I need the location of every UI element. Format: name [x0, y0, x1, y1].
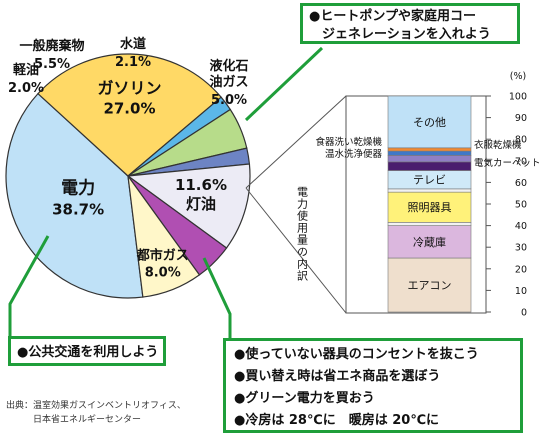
bar-segment-carpet	[387, 161, 472, 171]
bar-side-label-dryer: 衣服乾燥機	[474, 139, 522, 151]
tip-heatpump-line-1: ●ヒートポンプや家庭用コー	[309, 9, 476, 24]
tip-transit-text: ●公共交通を利用しよう	[17, 345, 159, 360]
bar-segment-toilet	[387, 155, 472, 163]
pie-label-gasoline: ガソリン	[97, 78, 161, 97]
y-tick-label: 0	[521, 308, 527, 319]
bracket-line-top	[245, 95, 347, 189]
tip-transit-box: ●公共交通を利用しよう	[8, 336, 166, 366]
pie-label-diesel: 軽油	[13, 62, 39, 78]
tip-power-line-3: ●グリーン電力を買おう	[234, 391, 375, 406]
bracket-line-bottom	[245, 187, 347, 314]
pie-label-waste: 一般廃棄物	[19, 38, 84, 54]
pie-value-electricity: 38.7%	[52, 201, 104, 219]
pie-label-city-gas: 都市ガス	[136, 248, 189, 264]
tip-power-box: ●使っていない器具のコンセントを抜こう ●買い替え時は省エネ商品を選ぼう ●グリ…	[223, 338, 523, 433]
pie-value-water: 2.1%	[115, 55, 151, 70]
pie-slice-city-gas	[127, 175, 201, 298]
bar-label-tv: テレビ	[413, 174, 446, 187]
pie-value-kerosene: 11.6%	[175, 176, 227, 194]
connector-electricity	[202, 257, 232, 340]
y-tick-label: 100	[509, 92, 527, 103]
pie-label-lpg-1: 油ガス	[209, 74, 248, 90]
bar-segment-gap-1	[387, 222, 472, 226]
y-unit-label: (%)	[510, 71, 526, 82]
bar-label-other: その他	[413, 116, 446, 129]
bar-segment-other	[387, 95, 472, 149]
y-axis-label: 電力使用量の内訳	[296, 186, 309, 282]
bar-side-label-carpet: 電気カーペット	[474, 157, 541, 169]
pie-value-diesel: 2.0%	[8, 81, 44, 96]
pie-label-lpg-0: 液化石	[209, 58, 248, 74]
bar-segment-lighting	[387, 191, 472, 223]
pie-slice-gasoline	[37, 53, 222, 177]
tip-power-line-4: ●冷房は 28℃に 暖房は 20℃に	[234, 413, 440, 428]
bar-label-fridge: 冷蔵庫	[413, 235, 446, 249]
pie-value-city-gas: 8.0%	[145, 266, 181, 281]
tip-heatpump-box: ●ヒートポンプや家庭用コー ジェネレーションを入れよう	[300, 3, 520, 44]
callout-connectors	[8, 46, 347, 340]
source-line-1: 出典：温室効果ガスインベントリオフィス、	[6, 401, 186, 411]
pie-labels: 電力 38.7% ガソリン 27.0% 軽油 2.0% 一般廃棄物 5.5% 水道 2.1% 11.…	[8, 36, 249, 281]
tip-power-line-2: ●買い替え時は省エネ商品を選ぼう	[234, 369, 441, 384]
pie-label-electricity: 電力	[61, 178, 95, 199]
connector-city-gas	[244, 46, 324, 122]
y-tick-label: 70	[515, 156, 527, 167]
pie-label-water: 水道	[120, 36, 146, 52]
pie-value-lpg: 5.0%	[211, 93, 247, 108]
bar-segment-dishwasher	[387, 147, 472, 152]
y-tick-label: 50	[515, 200, 527, 211]
bar-segment-dryer	[387, 150, 472, 156]
bar-segment-fridge	[387, 225, 472, 259]
tip-heatpump-line-2: ジェネレーションを入れよう	[309, 27, 491, 42]
y-tick-label: 80	[515, 135, 527, 146]
y-tick-label: 10	[515, 286, 527, 297]
bar-label-aircon: エアコン	[408, 279, 452, 292]
bar-label-lighting: 照明器具	[408, 201, 452, 214]
source-note: 出典：温室効果ガスインベントリオフィス、 日本省エネルギーセンター	[6, 399, 186, 427]
pie-value-waste: 5.5%	[34, 57, 70, 72]
bar-segment-gap-2	[387, 188, 472, 193]
bar-side-label-dishwasher: 食器洗い乾燥機	[315, 136, 382, 148]
pie-value-gasoline: 27.0%	[103, 99, 155, 117]
pie-label-kerosene: 灯油	[186, 195, 216, 213]
y-tick-label: 90	[515, 113, 527, 124]
y-tick-label: 40	[515, 221, 527, 232]
bar-side-label-toilet: 温水洗浄便器	[325, 148, 383, 160]
pie-slice-kerosene	[126, 163, 251, 249]
connector-gasoline	[8, 235, 50, 338]
y-tick-label: 30	[515, 243, 527, 254]
y-tick-label: 60	[515, 178, 527, 189]
y-tick-label: 20	[515, 264, 527, 275]
tip-power-line-1: ●使っていない器具のコンセントを抜こう	[234, 347, 479, 362]
source-line-2: 日本省エネルギーセンター	[6, 415, 142, 425]
